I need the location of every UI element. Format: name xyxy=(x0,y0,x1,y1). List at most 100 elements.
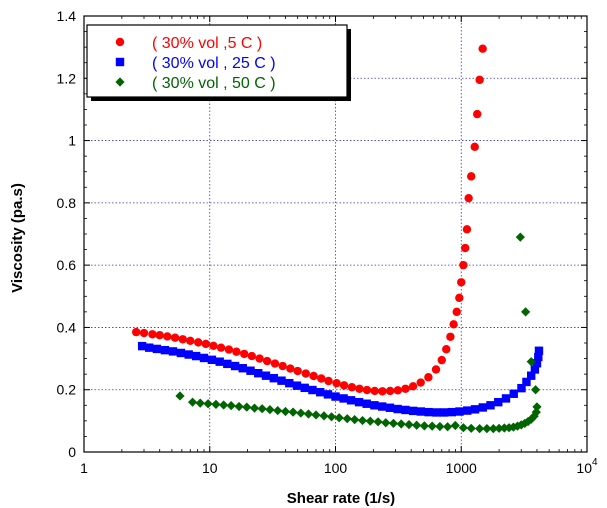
data-point-diamond xyxy=(187,397,198,407)
legend-box xyxy=(86,24,348,98)
data-point-square xyxy=(238,364,247,373)
data-point-diamond xyxy=(288,407,298,417)
legend-label: ( 30% vol ,5 C ) xyxy=(152,35,262,52)
data-point-diamond xyxy=(475,424,485,434)
series-1 xyxy=(131,44,487,396)
y-tick-label: 1.4 xyxy=(57,8,77,24)
data-point-circle xyxy=(324,376,333,386)
data-point-diamond xyxy=(273,405,283,416)
data-point-circle xyxy=(475,75,484,85)
data-point-diamond xyxy=(482,424,492,434)
x-axis-title: Shear rate (1/s) xyxy=(287,490,395,507)
data-point-square xyxy=(246,366,255,375)
y-axis-title: Viscosity (pa.s) xyxy=(9,183,26,293)
data-point-diamond xyxy=(342,414,352,424)
legend: ( 30% vol ,5 C ) ( 30% vol , 25 C ) ( 30% … xyxy=(86,24,351,101)
data-point-square xyxy=(447,407,456,417)
data-point-diamond xyxy=(350,415,360,425)
data-point-diamond xyxy=(532,402,542,412)
data-point-circle xyxy=(408,382,418,391)
data-point-circle xyxy=(416,378,425,387)
data-point-circle xyxy=(473,109,482,119)
data-points xyxy=(131,44,544,434)
data-point-square xyxy=(261,371,271,380)
data-point-square xyxy=(501,394,511,403)
data-point-diamond xyxy=(512,421,523,431)
data-point-square xyxy=(160,345,170,355)
data-point-square xyxy=(346,396,356,405)
data-point-circle xyxy=(194,338,203,347)
data-point-diamond xyxy=(195,398,205,408)
data-point-diamond xyxy=(419,421,429,431)
data-point-diamond xyxy=(515,232,525,242)
data-point-square xyxy=(168,347,178,356)
data-point-circle xyxy=(309,371,318,381)
data-point-diamond xyxy=(404,419,414,430)
data-point-square xyxy=(137,341,147,351)
data-point-square xyxy=(486,401,495,410)
data-point-square xyxy=(362,399,371,408)
data-point-diamond xyxy=(296,408,306,418)
data-point-square xyxy=(534,346,544,355)
data-point-circle xyxy=(355,384,364,393)
data-point-circle xyxy=(247,351,257,361)
legend-label: ( 30% vol , 50 C ) xyxy=(152,75,276,92)
y-tick-label: 0.2 xyxy=(57,382,77,398)
data-point-diamond xyxy=(203,399,213,409)
data-point-circle xyxy=(232,347,241,356)
data-point-square xyxy=(393,404,402,414)
data-point-circle xyxy=(201,339,210,349)
data-point-circle xyxy=(270,359,280,368)
data-point-square xyxy=(408,406,418,416)
data-point-circle xyxy=(385,386,395,396)
data-point-diamond xyxy=(257,404,267,414)
data-point-diamond xyxy=(265,405,275,415)
data-point-circle xyxy=(209,341,218,351)
data-point-square xyxy=(191,351,201,361)
data-point-diamond xyxy=(242,402,252,412)
data-point-diamond xyxy=(319,411,329,421)
data-point-diamond xyxy=(226,400,236,411)
data-point-diamond xyxy=(458,423,468,433)
y-tick-label: 1 xyxy=(68,133,76,149)
data-point-circle xyxy=(170,333,180,342)
data-point-diamond xyxy=(381,418,391,428)
data-point-diamond xyxy=(531,407,541,417)
data-point-square xyxy=(199,353,209,363)
data-point-diamond xyxy=(466,423,476,433)
data-point-diamond xyxy=(388,418,399,428)
data-point-square xyxy=(339,394,348,403)
data-point-diamond xyxy=(303,409,314,419)
data-point-circle xyxy=(401,384,410,393)
data-point-diamond xyxy=(494,423,504,433)
y-tick-label: 0.6 xyxy=(57,257,77,273)
data-point-diamond xyxy=(234,401,244,412)
data-point-square xyxy=(285,378,294,388)
x-tick-label: 100 xyxy=(324,460,348,476)
data-point-circle xyxy=(139,328,149,338)
data-point-diamond xyxy=(443,422,453,432)
data-point-diamond xyxy=(516,420,526,430)
data-point-circle xyxy=(464,193,473,203)
data-point-diamond xyxy=(529,411,539,421)
data-point-square xyxy=(323,390,333,399)
data-point-square xyxy=(470,405,480,414)
data-point-circle xyxy=(393,386,403,395)
data-point-diamond xyxy=(175,391,185,401)
data-point-square xyxy=(439,408,449,417)
series-3 xyxy=(175,232,542,434)
data-point-diamond xyxy=(211,399,221,409)
data-point-square xyxy=(277,376,286,385)
data-point-square xyxy=(354,397,364,407)
data-point-circle xyxy=(163,332,172,341)
data-point-square xyxy=(331,392,340,401)
data-point-square xyxy=(534,352,543,362)
data-point-circle xyxy=(431,365,441,374)
data-point-square xyxy=(478,403,487,412)
data-point-circle xyxy=(467,172,476,181)
data-point-circle xyxy=(240,349,249,359)
data-point-circle xyxy=(470,142,479,151)
data-point-circle xyxy=(148,330,157,339)
data-point-circle xyxy=(478,44,487,53)
y-tick-label: 0.8 xyxy=(57,195,77,211)
